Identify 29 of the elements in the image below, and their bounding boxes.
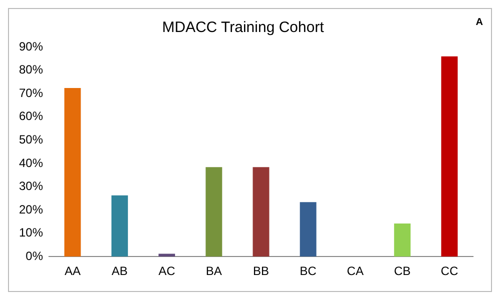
bar [111, 195, 128, 257]
bar [394, 224, 411, 257]
x-tick-label: AC [158, 264, 176, 278]
bar [206, 167, 222, 257]
x-tick-label: CA [346, 264, 364, 278]
y-tick-label: 0% [26, 248, 44, 263]
x-tick-label: AA [64, 264, 81, 278]
bar [441, 56, 458, 257]
y-tick-label: 20% [18, 202, 44, 216]
y-tick-label: 50% [18, 132, 44, 146]
chart-title: MDACC Training Cohort [162, 19, 325, 36]
y-tick-label: 30% [18, 179, 44, 194]
x-tick-label: CB [394, 264, 411, 278]
y-tick-label: 60% [18, 109, 44, 124]
x-tick-label: BA [206, 264, 222, 278]
bar [252, 167, 270, 257]
x-tick-label: BC [300, 264, 317, 278]
x-tick-label: AB [112, 264, 128, 278]
y-tick-label: 40% [18, 156, 44, 170]
bar [64, 88, 81, 257]
y-tick-label: 90% [18, 39, 44, 54]
x-tick-label: CC [440, 264, 458, 278]
y-tick-label: 10% [18, 226, 44, 240]
y-tick-label: 70% [18, 86, 44, 100]
y-tick-label: 80% [18, 62, 44, 77]
bar [158, 254, 176, 257]
bar [300, 202, 316, 257]
x-tick-label: BB [253, 264, 270, 278]
text: A [476, 16, 483, 28]
